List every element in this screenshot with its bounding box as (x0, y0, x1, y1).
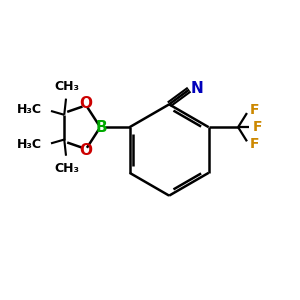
Text: CH₃: CH₃ (54, 80, 79, 93)
Text: N: N (190, 81, 203, 96)
Text: H₃C: H₃C (17, 138, 42, 151)
Text: H₃C: H₃C (17, 103, 42, 116)
Text: B: B (96, 120, 107, 135)
Text: O: O (79, 96, 92, 111)
Text: F: F (250, 137, 260, 151)
Text: F: F (253, 120, 262, 134)
Text: CH₃: CH₃ (54, 162, 79, 175)
Text: F: F (250, 103, 260, 117)
Text: O: O (79, 143, 92, 158)
